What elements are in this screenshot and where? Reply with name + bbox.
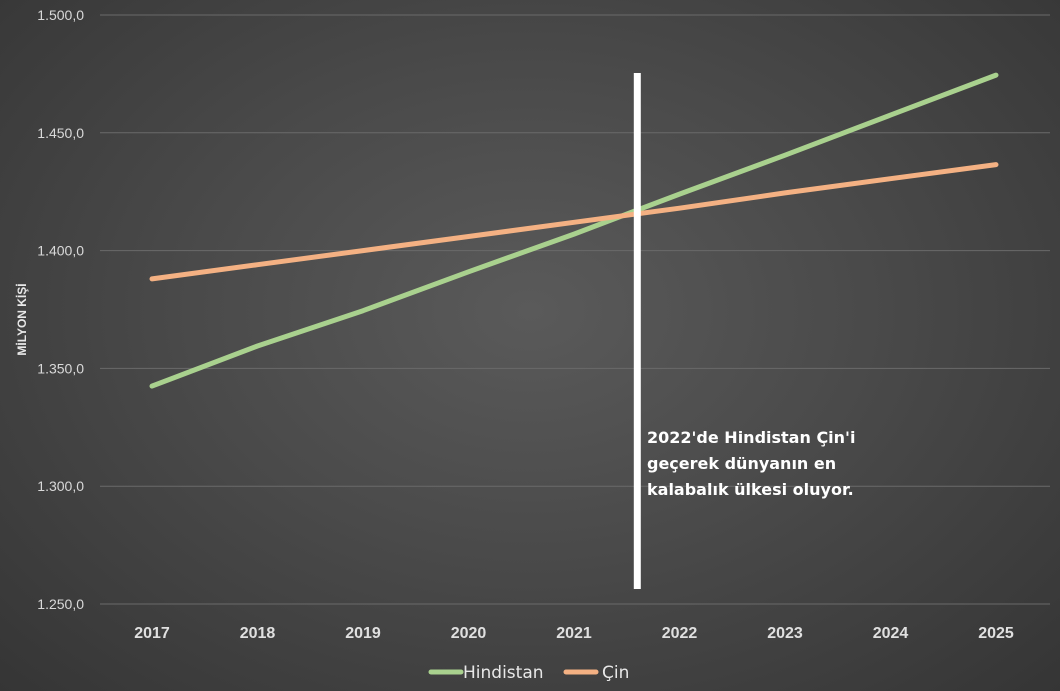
x-tick-label: 2023 bbox=[767, 625, 803, 642]
legend-label: Hindistan bbox=[463, 663, 544, 683]
x-tick-label: 2024 bbox=[873, 625, 909, 642]
y-tick-label: 1.300,0 bbox=[37, 478, 84, 494]
y-tick-label: 1.450,0 bbox=[37, 125, 84, 141]
x-tick-label: 2025 bbox=[978, 625, 1014, 642]
annotation-text: kalabalık ülkesi oluyor. bbox=[647, 480, 854, 499]
y-tick-label: 1.250,0 bbox=[37, 596, 84, 612]
x-tick-label: 2021 bbox=[556, 625, 592, 642]
legend-label: Çin bbox=[602, 663, 629, 683]
y-tick-label: 1.500,0 bbox=[37, 7, 84, 23]
y-tick-label: 1.400,0 bbox=[37, 243, 84, 259]
series-line-cin bbox=[149, 162, 999, 282]
x-tick-label: 2017 bbox=[134, 625, 170, 642]
x-tick-label: 2019 bbox=[345, 625, 381, 642]
y-tick-label: 1.350,0 bbox=[37, 360, 84, 376]
y-axis-label: MİLYON KİŞİ bbox=[14, 283, 29, 355]
x-tick-label: 2020 bbox=[451, 625, 487, 642]
x-tick-label: 2018 bbox=[240, 625, 276, 642]
marker-line bbox=[633, 73, 641, 589]
annotation-text: geçerek dünyanın en bbox=[647, 454, 836, 473]
series-line-hindistan bbox=[149, 72, 999, 389]
x-tick-label: 2022 bbox=[662, 625, 698, 642]
annotation-text: 2022'de Hindistan Çin'i bbox=[647, 428, 855, 447]
